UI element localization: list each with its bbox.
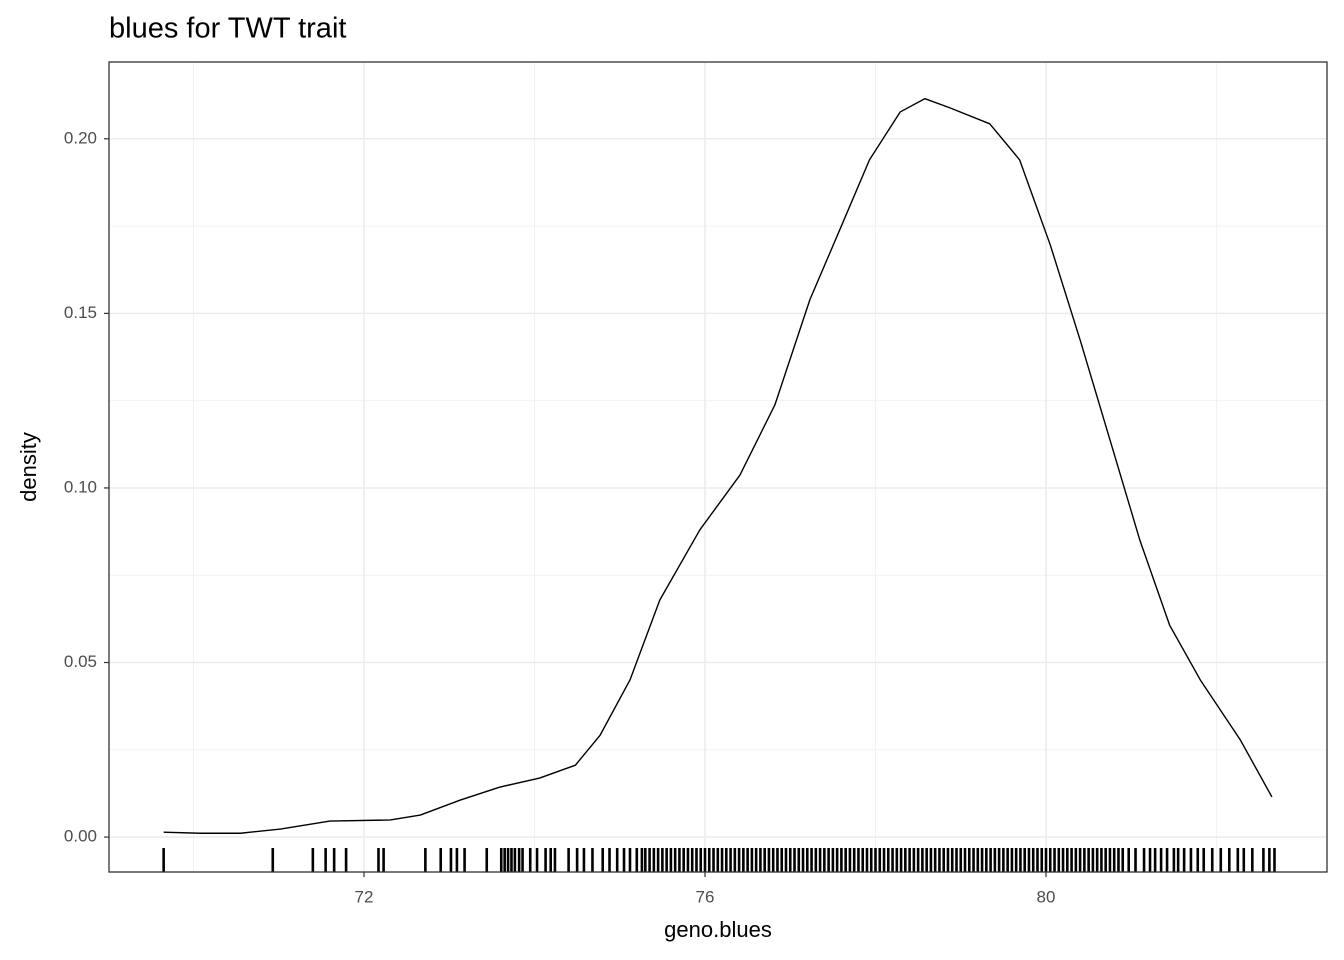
y-axis-title: density bbox=[16, 432, 41, 502]
y-tick-label: 0.00 bbox=[64, 827, 97, 846]
panel-border bbox=[108, 61, 1328, 873]
x-axis-title: geno.blues bbox=[664, 917, 772, 942]
x-tick-label: 76 bbox=[696, 887, 715, 906]
y-tick-label: 0.10 bbox=[64, 477, 97, 496]
y-tick-label: 0.20 bbox=[64, 128, 97, 147]
y-tick-label: 0.15 bbox=[64, 303, 97, 322]
density-curve bbox=[163, 97, 1273, 834]
chart-title: blues for TWT trait bbox=[109, 13, 346, 45]
x-tick-label: 72 bbox=[355, 887, 374, 906]
y-tick-label: 0.05 bbox=[64, 652, 97, 671]
x-tick-label: 80 bbox=[1037, 887, 1056, 906]
marks bbox=[162, 97, 1276, 872]
